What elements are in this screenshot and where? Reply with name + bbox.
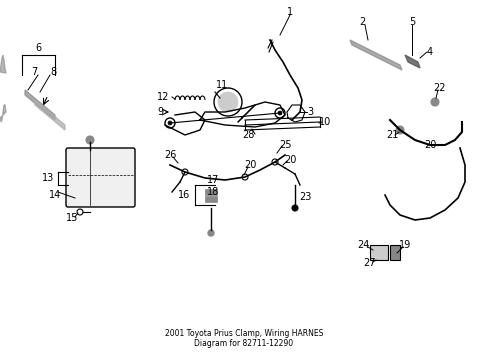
Circle shape (395, 126, 403, 134)
Text: 8: 8 (50, 67, 56, 77)
Text: 23: 23 (298, 192, 310, 202)
Circle shape (291, 205, 297, 211)
Text: 21: 21 (385, 130, 397, 140)
Text: 6: 6 (35, 43, 41, 53)
Bar (204, 196, 217, 202)
Text: 27: 27 (363, 258, 375, 268)
Text: 19: 19 (398, 240, 410, 250)
Circle shape (430, 98, 438, 106)
Text: 2001 Toyota Prius Clamp, Wiring HARNES
Diagram for 82711-12290: 2001 Toyota Prius Clamp, Wiring HARNES D… (164, 329, 323, 348)
Polygon shape (35, 100, 65, 130)
Text: 4: 4 (426, 47, 432, 57)
Text: 15: 15 (66, 213, 78, 223)
Text: 1: 1 (286, 7, 292, 17)
Text: 10: 10 (318, 117, 330, 127)
Text: 14: 14 (49, 190, 61, 200)
Text: 16: 16 (178, 190, 190, 200)
Text: 24: 24 (356, 240, 368, 250)
Bar (204, 189, 217, 195)
Text: 28: 28 (242, 130, 254, 140)
Text: 26: 26 (163, 150, 176, 160)
Text: 17: 17 (206, 175, 219, 185)
Bar (389, 245, 399, 260)
Polygon shape (0, 55, 6, 73)
Polygon shape (25, 90, 55, 120)
Text: 12: 12 (157, 92, 169, 102)
Circle shape (218, 92, 238, 112)
Text: 18: 18 (206, 187, 219, 197)
Text: 13: 13 (42, 173, 54, 183)
FancyBboxPatch shape (66, 148, 135, 207)
Text: 22: 22 (433, 83, 446, 93)
Text: 25: 25 (278, 140, 291, 150)
Polygon shape (349, 40, 401, 70)
Text: 5: 5 (408, 17, 414, 27)
Text: 3: 3 (306, 107, 312, 117)
Text: 20: 20 (283, 155, 296, 165)
Text: 9: 9 (157, 107, 163, 117)
Text: 2: 2 (358, 17, 365, 27)
Text: 20: 20 (423, 140, 435, 150)
Bar (369, 245, 387, 260)
Polygon shape (0, 105, 6, 122)
Text: 11: 11 (215, 80, 228, 90)
Circle shape (86, 136, 94, 144)
Circle shape (207, 230, 214, 236)
Text: 7: 7 (31, 67, 37, 77)
Polygon shape (404, 55, 419, 68)
Circle shape (168, 121, 172, 125)
Circle shape (278, 111, 282, 115)
Text: 20: 20 (244, 160, 256, 170)
